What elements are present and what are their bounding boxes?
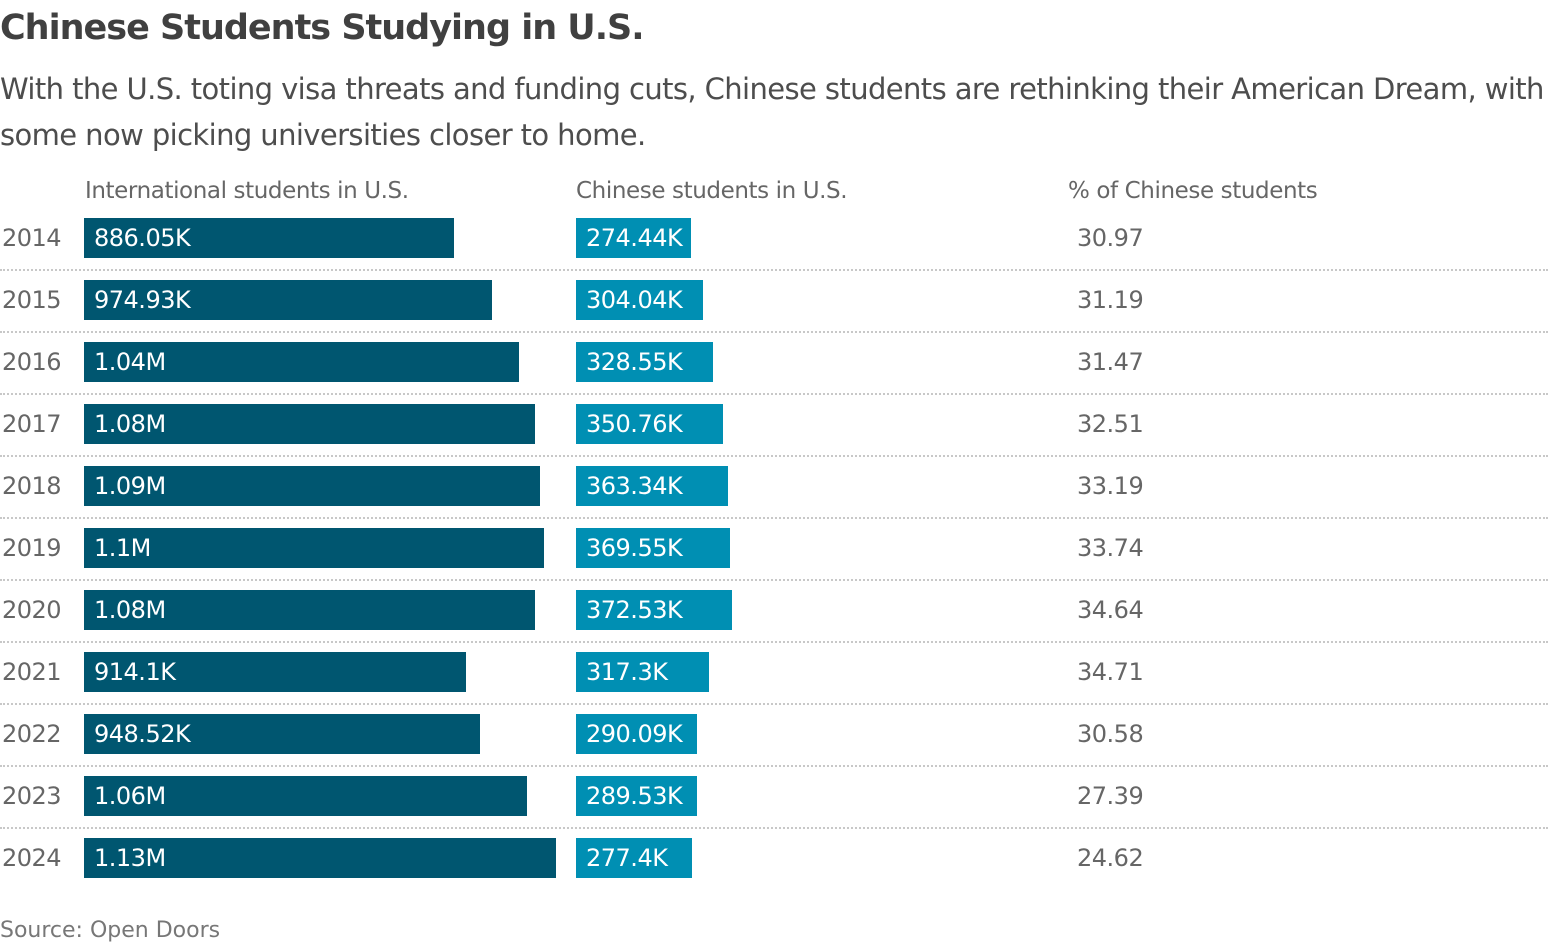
percent-value: 31.19 — [1077, 286, 1144, 314]
percent-value: 24.62 — [1077, 844, 1144, 872]
table-row: 2016 1.04M 328.55K 31.47 — [0, 334, 1548, 396]
percent-value: 27.39 — [1077, 782, 1144, 810]
percent-value: 30.97 — [1077, 224, 1144, 252]
year-label: 2016 — [2, 348, 62, 376]
column-header-percent: % of Chinese students — [1068, 178, 1318, 204]
year-label: 2020 — [2, 596, 62, 624]
year-label: 2018 — [2, 472, 62, 500]
column-header-international: International students in U.S. — [85, 178, 409, 204]
row-divider — [0, 517, 1548, 519]
bar-chinese: 274.44K — [576, 218, 691, 258]
year-label: 2014 — [2, 224, 62, 252]
percent-value: 33.19 — [1077, 472, 1144, 500]
percent-value: 32.51 — [1077, 410, 1144, 438]
bar-chinese: 304.04K — [576, 280, 703, 320]
table-row: 2018 1.09M 363.34K 33.19 — [0, 458, 1548, 520]
bar-chinese: 328.55K — [576, 342, 713, 382]
bar-chinese: 363.34K — [576, 466, 728, 506]
bar-international: 974.93K — [84, 280, 492, 320]
column-header-chinese: Chinese students in U.S. — [576, 178, 848, 204]
table-row: 2014 886.05K 274.44K 30.97 — [0, 210, 1548, 272]
table-row: 2022 948.52K 290.09K 30.58 — [0, 706, 1548, 768]
year-label: 2022 — [2, 720, 62, 748]
row-divider — [0, 703, 1548, 705]
table-row: 2019 1.1M 369.55K 33.74 — [0, 520, 1548, 582]
table-row: 2024 1.13M 277.4K 24.62 — [0, 830, 1548, 892]
chart-subtitle: With the U.S. toting visa threats and fu… — [0, 72, 1544, 152]
percent-value: 34.71 — [1077, 658, 1144, 686]
row-divider — [0, 579, 1548, 581]
source-note: Source: Open Doors — [0, 918, 221, 943]
bar-international: 1.1M — [84, 528, 544, 568]
year-label: 2019 — [2, 534, 62, 562]
percent-value: 31.47 — [1077, 348, 1144, 376]
table-row: 2015 974.93K 304.04K 31.19 — [0, 272, 1548, 334]
table-row: 2017 1.08M 350.76K 32.51 — [0, 396, 1548, 458]
bar-chinese: 277.4K — [576, 838, 692, 878]
percent-value: 30.58 — [1077, 720, 1144, 748]
row-divider — [0, 641, 1548, 643]
chart-title: Chinese Students Studying in U.S. — [0, 8, 645, 48]
year-label: 2024 — [2, 844, 62, 872]
table-row: 2023 1.06M 289.53K 27.39 — [0, 768, 1548, 830]
year-label: 2021 — [2, 658, 62, 686]
bar-international: 1.04M — [84, 342, 519, 382]
bar-international: 1.08M — [84, 590, 535, 630]
bar-chinese: 369.55K — [576, 528, 730, 568]
year-label: 2015 — [2, 286, 62, 314]
bar-international: 948.52K — [84, 714, 480, 754]
percent-value: 34.64 — [1077, 596, 1144, 624]
row-divider — [0, 269, 1548, 271]
bar-international: 1.09M — [84, 466, 540, 506]
bar-chinese: 350.76K — [576, 404, 723, 444]
row-divider — [0, 765, 1548, 767]
percent-value: 33.74 — [1077, 534, 1144, 562]
bar-chinese: 289.53K — [576, 776, 697, 816]
bar-international: 886.05K — [84, 218, 454, 258]
year-label: 2017 — [2, 410, 62, 438]
table-row: 2020 1.08M 372.53K 34.64 — [0, 582, 1548, 644]
bar-chinese: 372.53K — [576, 590, 732, 630]
year-label: 2023 — [2, 782, 62, 810]
bar-chinese: 290.09K — [576, 714, 697, 754]
table-row: 2021 914.1K 317.3K 34.71 — [0, 644, 1548, 706]
bar-international: 1.06M — [84, 776, 527, 816]
bar-international: 914.1K — [84, 652, 466, 692]
row-divider — [0, 455, 1548, 457]
row-divider — [0, 331, 1548, 333]
row-divider — [0, 393, 1548, 395]
bar-international: 1.08M — [84, 404, 535, 444]
row-divider — [0, 827, 1548, 829]
bar-chinese: 317.3K — [576, 652, 709, 692]
bar-international: 1.13M — [84, 838, 556, 878]
